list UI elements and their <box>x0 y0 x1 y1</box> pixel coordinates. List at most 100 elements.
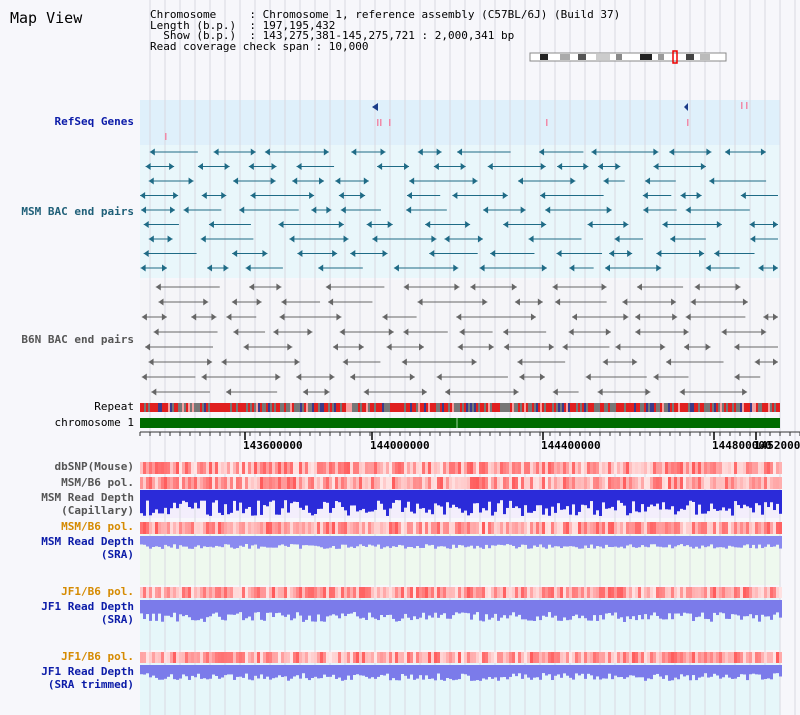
msm-capillary-depth-bar <box>746 490 749 507</box>
track-label-msm-bac-end-pairs[interactable]: MSM BAC end pairs <box>21 205 134 218</box>
msm-b6-pol-cell <box>242 477 245 489</box>
jf1-sra-depth-bar <box>605 600 608 614</box>
msm-sra-depth-bar <box>248 536 251 549</box>
jf1-trimmed-depth-bar <box>158 665 161 680</box>
msm-sra-depth-bar <box>263 536 266 547</box>
track-label-jf1-b6-pol-1[interactable]: JF1/B6 pol. <box>61 585 134 598</box>
jf1-trimmed-depth-bar <box>380 665 383 675</box>
msm-b6-pol-cell <box>449 522 452 534</box>
bac-end-glyph <box>226 313 232 321</box>
jf1-b6-pol-cell <box>608 652 611 663</box>
bac-end-glyph <box>143 221 149 228</box>
jf1-b6-pol-cell <box>578 587 581 598</box>
repeat-segment <box>498 403 500 412</box>
jf1-b6-pol-cell <box>449 587 452 598</box>
msm-b6-pol-cell <box>614 522 617 534</box>
jf1-trimmed-depth-bar <box>455 665 458 680</box>
track-label-jf1-read-depth-trimmed[interactable]: JF1 Read Depth <box>41 665 134 678</box>
repeat-segment <box>196 403 198 412</box>
track-label-msm-b6-pol-1[interactable]: MSM/B6 pol. <box>61 476 134 489</box>
msm-sra-depth-bar <box>776 536 779 545</box>
bac-end-glyph <box>763 313 769 321</box>
msm-sra-depth-bar <box>305 536 308 546</box>
jf1-b6-pol-cell <box>338 587 341 598</box>
msm-sra-depth-bar <box>200 536 203 549</box>
track-label-jf1-read-depth-sra[interactable]: JF1 Read Depth <box>41 600 134 613</box>
repeat-segment <box>694 403 696 412</box>
repeat-segment <box>608 403 610 412</box>
jf1-sra-depth-bar <box>365 600 368 620</box>
dbsnp-cell <box>425 462 428 474</box>
track-label-msm-read-depth-sra[interactable]: MSM Read Depth <box>41 535 134 548</box>
dbsnp-cell <box>257 462 260 474</box>
bac-end-glyph <box>188 177 194 185</box>
jf1-trimmed-depth-bar <box>293 665 296 677</box>
msm-sra-depth-bar <box>374 536 377 547</box>
dbsnp-cell <box>416 462 419 474</box>
dbsnp-cell <box>479 462 482 474</box>
bac-end-glyph <box>296 163 302 170</box>
jf1-b6-pol-cell <box>761 652 764 663</box>
msm-sra-depth-bar <box>353 536 356 549</box>
msm-b6-pol-cell <box>548 522 551 534</box>
refseq-gene-exon <box>687 119 689 126</box>
jf1-b6-pol-cell <box>608 587 611 598</box>
jf1-sra-depth-bar <box>293 600 296 619</box>
jf1-trimmed-depth-bar <box>230 665 233 675</box>
dbsnp-cell <box>551 462 554 474</box>
jf1-b6-pol-cell <box>266 652 269 663</box>
jf1-sra-depth-bar <box>575 600 578 615</box>
msm-capillary-depth-bar <box>365 490 368 513</box>
msm-b6-pol-cell <box>245 477 248 489</box>
msm-sra-depth-bar <box>269 536 272 548</box>
jf1-b6-pol-cell <box>638 652 641 663</box>
dbsnp-cell <box>632 462 635 474</box>
jf1-trimmed-depth-bar <box>266 665 269 677</box>
repeat-segment <box>384 403 386 412</box>
track-label-msm-b6-pol-2[interactable]: MSM/B6 pol. <box>61 520 134 533</box>
msm-sra-depth-bar <box>758 536 761 545</box>
repeat-segment <box>506 403 508 412</box>
jf1-sra-depth-bar <box>746 600 749 617</box>
msm-b6-pol-cell <box>776 522 779 534</box>
dbsnp-cell <box>488 462 491 474</box>
msm-capillary-depth-bar <box>509 490 512 501</box>
track-label-msm-read-depth-capillary[interactable]: MSM Read Depth <box>41 491 134 504</box>
msm-b6-pol-cell <box>767 522 770 534</box>
jf1-b6-pol-cell <box>335 652 338 663</box>
repeat-segment <box>746 403 748 412</box>
jf1-b6-pol-cell <box>617 652 620 663</box>
msm-capillary-depth-bar <box>680 490 683 509</box>
msm-b6-pol-cell <box>602 477 605 489</box>
jf1-b6-pol-cell <box>452 587 455 598</box>
msm-b6-pol-cell <box>401 522 404 534</box>
repeat-segment <box>640 403 642 412</box>
msm-b6-pol-cell <box>449 477 452 489</box>
msm-b6-pol-cell <box>392 522 395 534</box>
jf1-trimmed-depth-bar <box>209 665 212 679</box>
track-label-b6n-bac-end-pairs[interactable]: B6N BAC end pairs <box>21 333 134 346</box>
track-label-dbsnp[interactable]: dbSNP(Mouse) <box>54 460 134 473</box>
msm-b6-pol-cell <box>302 477 305 489</box>
msm-b6-pol-cell <box>536 522 539 534</box>
msm-capillary-depth-bar <box>158 490 161 514</box>
msm-capillary-depth-bar <box>647 490 650 507</box>
bac-end-glyph <box>250 192 256 199</box>
jf1-b6-pol-cell <box>764 587 767 598</box>
repeat-segment <box>716 403 718 412</box>
jf1-b6-pol-cell <box>374 587 377 598</box>
jf1-b6-pol-cell <box>548 587 551 598</box>
track-label-refseq-genes[interactable]: RefSeq Genes <box>54 115 134 128</box>
repeat-segment <box>610 403 612 412</box>
track-label-jf1-b6-pol-2[interactable]: JF1/B6 pol. <box>61 650 134 663</box>
repeat-segment <box>198 403 200 412</box>
msm-b6-pol-cell <box>362 522 365 534</box>
bac-end-glyph <box>742 388 748 396</box>
jf1-b6-pol-cell <box>332 587 335 598</box>
msm-sra-depth-bar <box>194 536 197 547</box>
msm-sra-depth-bar <box>710 536 713 545</box>
msm-capillary-depth-bar <box>290 490 293 504</box>
msm-capillary-depth-bar <box>701 490 704 514</box>
